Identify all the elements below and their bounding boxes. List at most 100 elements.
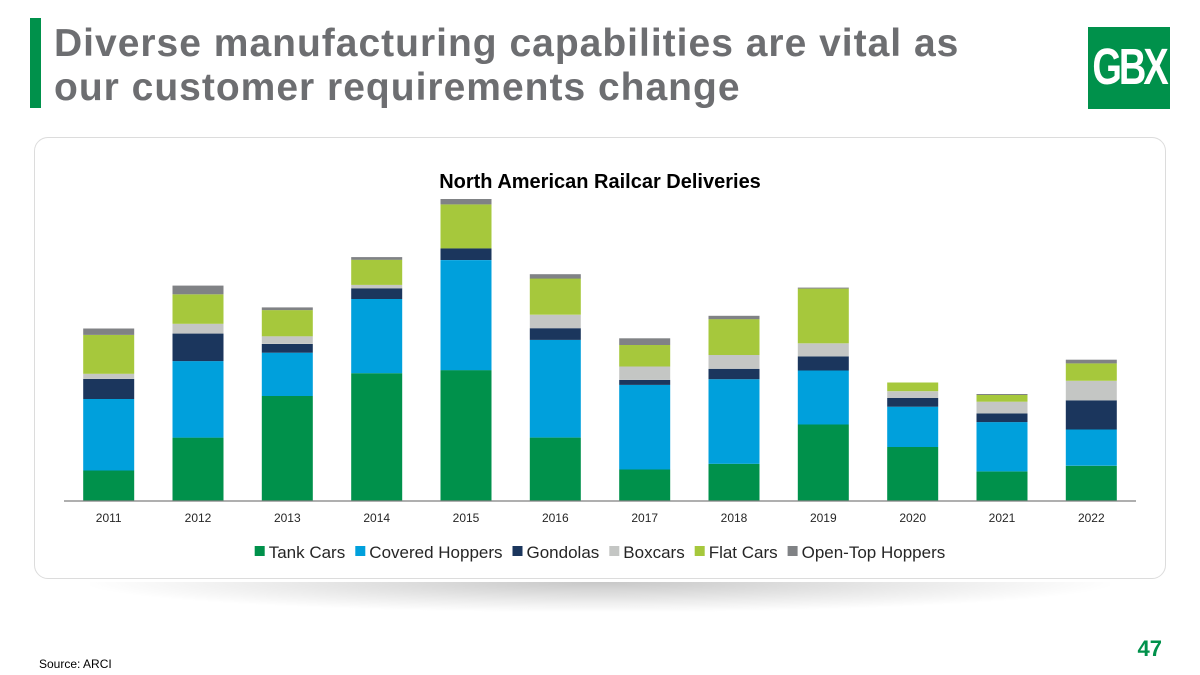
bar-2012-open-top-hoppers (172, 285, 224, 295)
bar-2021-covered-hoppers (976, 422, 1028, 472)
x-tick-label: 2015 (453, 511, 480, 525)
legend-swatch-flat-cars (694, 546, 705, 556)
legend-label-covered-hoppers: Covered Hoppers (369, 543, 502, 562)
bar-2020-boxcars (887, 391, 939, 398)
legend-swatch-gondolas (512, 546, 523, 556)
x-tick-label: 2019 (810, 511, 837, 525)
bar-2016-covered-hoppers (529, 339, 581, 438)
bar-2022-gondolas (1065, 400, 1117, 430)
logo-text: GBX (1092, 38, 1168, 96)
bar-2013-flat-cars (261, 310, 313, 337)
bar-2021-flat-cars (976, 395, 1028, 402)
bar-2017-covered-hoppers (619, 384, 671, 470)
bar-2014-tank-cars (351, 373, 403, 501)
bar-2017-open-top-hoppers (619, 338, 671, 345)
legend-label-boxcars: Boxcars (623, 543, 684, 562)
bar-2022-tank-cars (1065, 465, 1117, 501)
bar-2021-boxcars (976, 401, 1028, 414)
bar-2019-covered-hoppers (797, 370, 849, 425)
bar-2020-gondolas (887, 398, 939, 407)
legend-label-flat-cars: Flat Cars (709, 543, 778, 562)
bar-2018-gondolas (708, 368, 760, 380)
bar-2017-flat-cars (619, 345, 671, 367)
bar-2022-covered-hoppers (1065, 429, 1117, 466)
bar-2018-boxcars (708, 355, 760, 369)
bar-2016-boxcars (529, 314, 581, 329)
bar-2022-open-top-hoppers (1065, 359, 1117, 364)
x-tick-label: 2014 (363, 511, 390, 525)
chart-title: North American Railcar Deliveries (439, 171, 761, 193)
bar-2019-gondolas (797, 356, 849, 371)
title-accent-bar (30, 18, 41, 108)
legend-label-tank-cars: Tank Cars (269, 543, 346, 562)
legend-swatch-open-top-hoppers (787, 546, 798, 556)
bar-2016-open-top-hoppers (529, 274, 581, 279)
x-tick-label: 2013 (274, 511, 301, 525)
x-tick-label: 2016 (542, 511, 569, 525)
bar-2011-flat-cars (83, 334, 135, 374)
bar-2013-covered-hoppers (261, 352, 313, 396)
bar-2014-flat-cars (351, 259, 403, 285)
bar-2012-gondolas (172, 333, 224, 362)
bar-2022-flat-cars (1065, 363, 1117, 381)
bar-2019-tank-cars (797, 424, 849, 501)
x-tick-label: 2017 (631, 511, 658, 525)
bar-2021-open-top-hoppers (976, 394, 1028, 395)
bar-2012-flat-cars (172, 294, 224, 324)
bar-2021-tank-cars (976, 471, 1028, 501)
bar-2016-tank-cars (529, 437, 581, 501)
x-tick-label: 2021 (989, 511, 1016, 525)
bar-2015-flat-cars (440, 204, 492, 249)
bar-2019-boxcars (797, 343, 849, 357)
slide-title: Diverse manufacturing capabilities are v… (54, 22, 960, 109)
bar-2016-flat-cars (529, 278, 581, 315)
legend-swatch-covered-hoppers (355, 546, 366, 556)
bar-2018-open-top-hoppers (708, 315, 760, 320)
legend-swatch-boxcars (609, 546, 620, 556)
bar-2019-flat-cars (797, 288, 849, 344)
bar-2020-covered-hoppers (887, 406, 939, 447)
x-tick-label: 2022 (1078, 511, 1105, 525)
bar-2020-tank-cars (887, 447, 939, 501)
x-tick-label: 2012 (185, 511, 212, 525)
x-tick-labels: 2011 2012 2013 2014 2015 2016 2017 2018 2019 2020… (96, 511, 1105, 525)
bar-2017-tank-cars (619, 469, 671, 501)
bar-2014-boxcars (351, 284, 403, 289)
bar-2017-boxcars (619, 366, 671, 380)
page-number: 47 (1137, 636, 1162, 661)
bar-2011-covered-hoppers (83, 399, 135, 471)
bar-2011-boxcars (83, 373, 135, 379)
bar-2020-flat-cars (887, 382, 939, 392)
bar-2017-gondolas (619, 379, 671, 385)
bar-2015-open-top-hoppers (440, 199, 492, 205)
bar-2014-covered-hoppers (351, 299, 403, 374)
card-shadow (90, 582, 1110, 612)
bar-2014-open-top-hoppers (351, 257, 403, 260)
bar-2015-tank-cars (440, 370, 492, 501)
bar-2015-covered-hoppers (440, 260, 492, 371)
bar-2016-gondolas (529, 328, 581, 340)
bar-2012-boxcars (172, 323, 224, 334)
bar-2011-open-top-hoppers (83, 328, 135, 335)
chart-legend: Tank Cars Covered Hoppers Gondolas Boxcars F… (254, 543, 946, 562)
bar-2014-gondolas (351, 288, 403, 299)
legend-label-open-top-hoppers: Open-Top Hoppers (802, 543, 946, 562)
x-tick-label: 2011 (96, 511, 122, 525)
source-note: Source: ARCI (39, 657, 112, 671)
legend-label-gondolas: Gondolas (527, 543, 600, 562)
bar-2018-tank-cars (708, 463, 760, 501)
bars-group (83, 199, 1117, 501)
bar-2013-gondolas (261, 344, 313, 353)
gbx-logo: GBX (1088, 27, 1170, 109)
bar-2012-tank-cars (172, 437, 224, 501)
bar-2013-tank-cars (261, 396, 313, 501)
bar-2019-open-top-hoppers (797, 287, 849, 289)
bar-2018-flat-cars (708, 319, 760, 355)
legend-swatch-tank-cars (254, 546, 265, 556)
bar-2018-covered-hoppers (708, 379, 760, 464)
x-tick-label: 2020 (899, 511, 926, 525)
bar-2011-gondolas (83, 378, 135, 399)
bar-2015-gondolas (440, 248, 492, 260)
bar-2021-gondolas (976, 413, 1028, 423)
